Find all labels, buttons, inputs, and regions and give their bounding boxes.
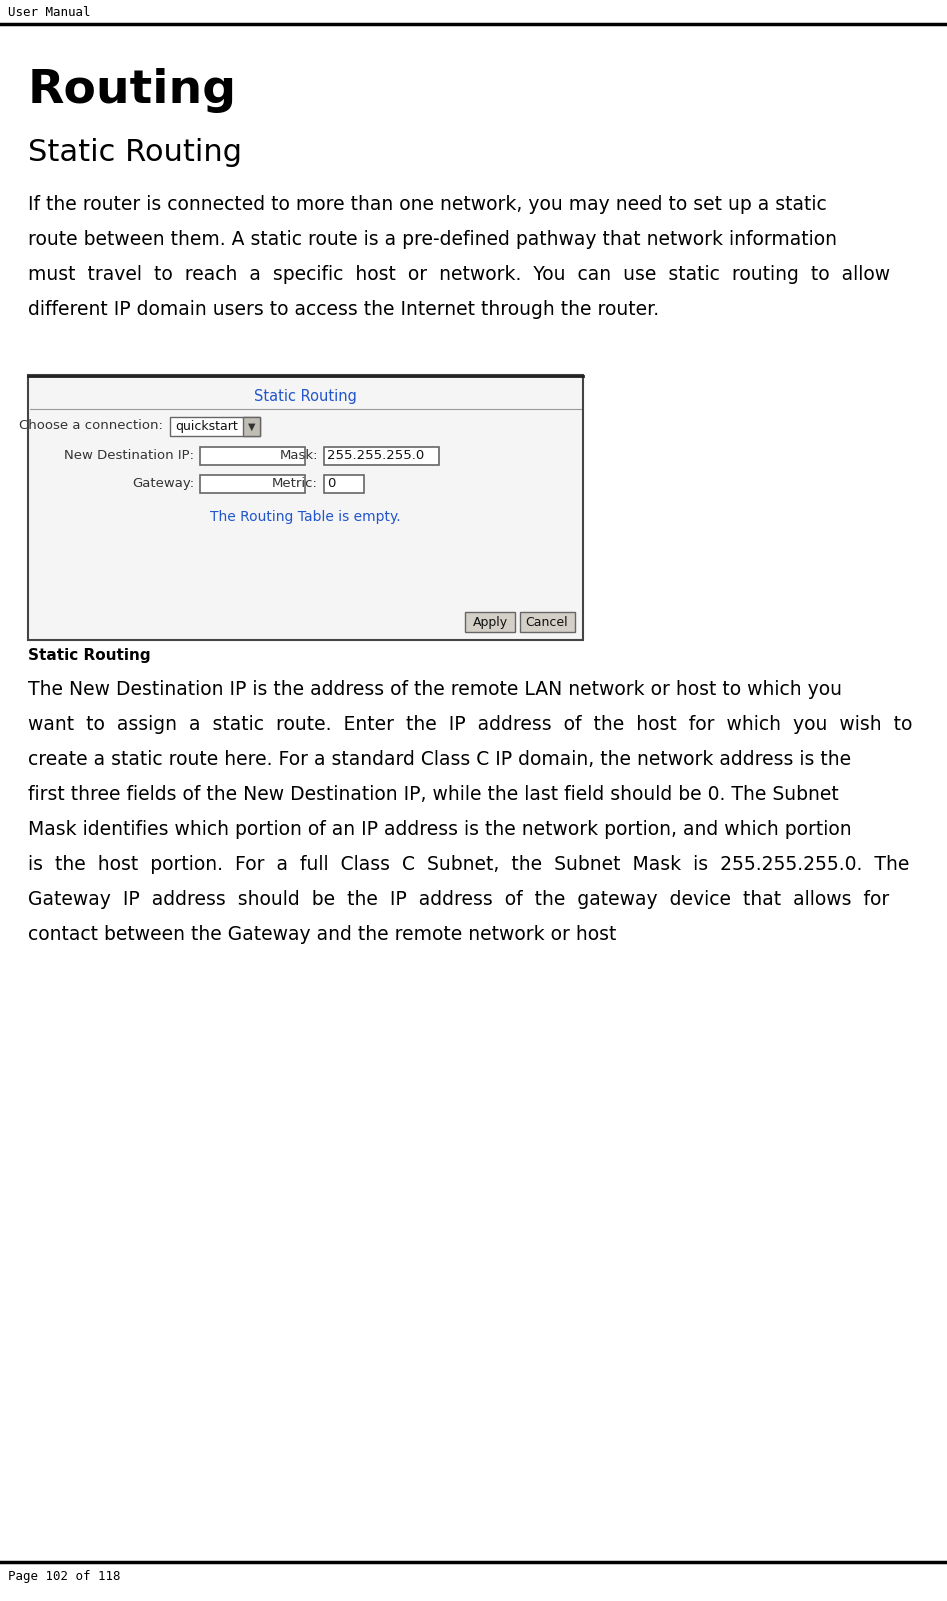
Bar	[324, 475, 364, 493]
Text: Static Routing: Static Routing	[254, 389, 357, 403]
Bar	[520, 612, 575, 632]
Text: Gateway  IP  address  should  be  the  IP  address  of  the  gateway  device  th: Gateway IP address should be the IP addr…	[28, 890, 889, 909]
Text: Static Routing: Static Routing	[28, 138, 242, 167]
Text: different IP domain users to access the Internet through the router.: different IP domain users to access the …	[28, 299, 659, 319]
Text: The Routing Table is empty.: The Routing Table is empty.	[210, 511, 401, 524]
Text: Cancel: Cancel	[526, 615, 568, 629]
Bar	[200, 447, 305, 464]
Text: quickstart: quickstart	[175, 419, 238, 432]
Text: 255.255.255.0: 255.255.255.0	[327, 448, 424, 463]
Bar	[324, 447, 439, 464]
Text: New Destination IP:: New Destination IP:	[64, 448, 194, 463]
Text: Page 102 of 118: Page 102 of 118	[8, 1571, 120, 1583]
Bar	[28, 375, 583, 640]
Text: contact between the Gateway and the remote network or host: contact between the Gateway and the remo…	[28, 925, 616, 945]
Text: The New Destination IP is the address of the remote LAN network or host to which: The New Destination IP is the address of…	[28, 680, 842, 700]
Text: create a static route here. For a standard Class C IP domain, the network addres: create a static route here. For a standa…	[28, 749, 851, 768]
Text: want  to  assign  a  static  route.  Enter  the  IP  address  of  the  host  for: want to assign a static route. Enter the…	[28, 716, 912, 733]
Text: If the router is connected to more than one network, you may need to set up a st: If the router is connected to more than …	[28, 195, 827, 215]
Text: is  the  host  portion.  For  a  full  Class  C  Subnet,  the  Subnet  Mask  is : is the host portion. For a full Class C …	[28, 855, 909, 874]
Text: Mask identifies which portion of an IP address is the network portion, and which: Mask identifies which portion of an IP a…	[28, 820, 851, 839]
Text: Routing: Routing	[28, 67, 237, 114]
Text: Static Routing: Static Routing	[28, 648, 151, 663]
Text: 0: 0	[327, 477, 335, 490]
Text: route between them. A static route is a pre-defined pathway that network informa: route between them. A static route is a …	[28, 231, 837, 250]
Text: Metric:: Metric:	[272, 477, 318, 490]
Text: first three fields of the New Destination IP, while the last field should be 0. : first three fields of the New Destinatio…	[28, 784, 839, 804]
Bar	[200, 475, 305, 493]
Bar	[243, 416, 260, 435]
Text: Choose a connection:: Choose a connection:	[19, 419, 163, 432]
Text: ▼: ▼	[248, 421, 256, 432]
Bar	[170, 416, 260, 435]
Bar	[465, 612, 515, 632]
Text: Mask:: Mask:	[279, 448, 318, 463]
Text: User Manual: User Manual	[8, 6, 91, 19]
Text: Gateway:: Gateway:	[132, 477, 194, 490]
Text: must  travel  to  reach  a  specific  host  or  network.  You  can  use  static : must travel to reach a specific host or …	[28, 266, 890, 283]
Text: Apply: Apply	[473, 615, 508, 629]
